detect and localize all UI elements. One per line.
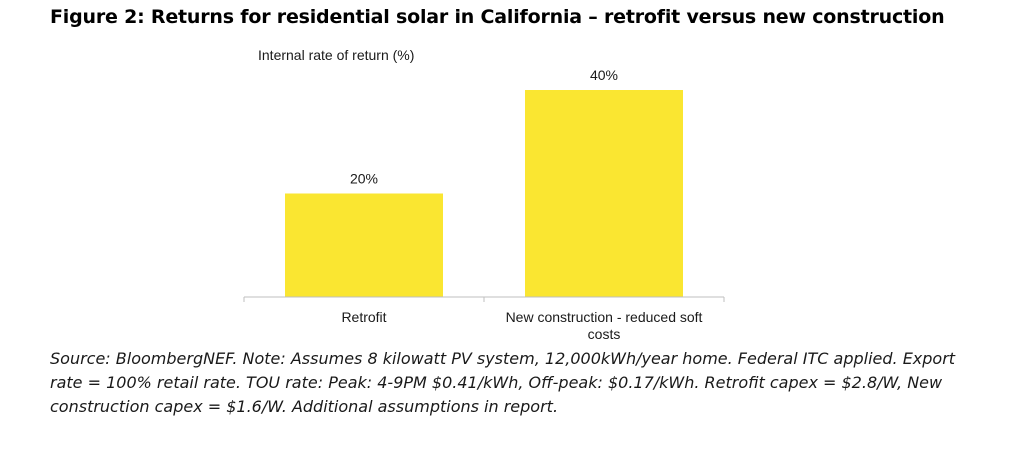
x-axis-ticks: [243, 297, 725, 302]
data-labels: 20% 40%: [350, 67, 618, 187]
category-labels: Retrofit New construction - reduced soft c…: [341, 309, 702, 342]
data-label-1: 20%: [350, 171, 378, 187]
y-axis-title: Internal rate of return (%): [258, 47, 414, 63]
figure-caption: Source: BloombergNEF. Note: Assumes 8 ki…: [50, 349, 956, 416]
data-label-2: 40%: [590, 67, 618, 83]
category-label-2: New construction - reduced soft costs: [506, 309, 703, 342]
figure-title: Figure 2: Returns for residential solar …: [50, 6, 945, 28]
bar-1: [285, 193, 443, 297]
bar-2: [525, 90, 683, 297]
category-label-1: Retrofit: [341, 309, 386, 325]
bars: [285, 90, 683, 297]
